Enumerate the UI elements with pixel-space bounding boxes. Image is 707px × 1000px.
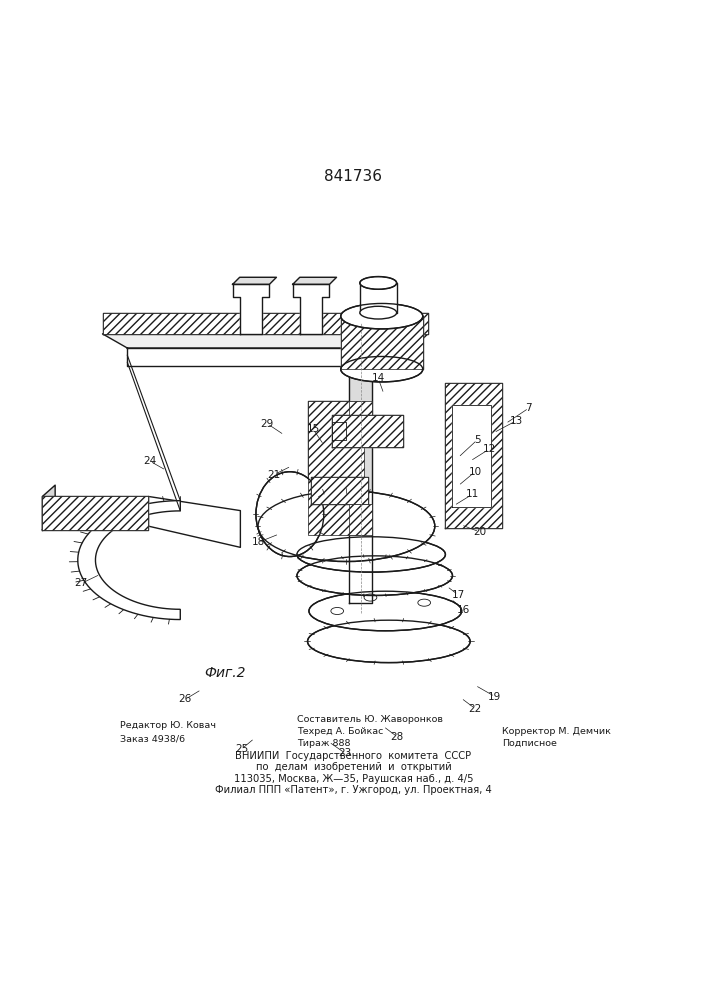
Polygon shape bbox=[103, 313, 428, 334]
Ellipse shape bbox=[297, 537, 445, 572]
Polygon shape bbox=[341, 316, 423, 369]
Polygon shape bbox=[360, 283, 397, 313]
Text: Подписное: Подписное bbox=[502, 739, 557, 748]
Polygon shape bbox=[311, 477, 368, 504]
Polygon shape bbox=[332, 415, 403, 447]
Polygon shape bbox=[42, 496, 148, 530]
Text: 14: 14 bbox=[372, 373, 385, 383]
Text: Заказ 4938/6: Заказ 4938/6 bbox=[120, 735, 185, 744]
Polygon shape bbox=[42, 496, 148, 530]
Polygon shape bbox=[445, 383, 502, 528]
Ellipse shape bbox=[309, 591, 462, 631]
Polygon shape bbox=[103, 313, 428, 334]
Text: 18: 18 bbox=[252, 537, 264, 547]
Polygon shape bbox=[452, 405, 491, 507]
Ellipse shape bbox=[360, 277, 397, 289]
Polygon shape bbox=[78, 501, 180, 620]
Polygon shape bbox=[349, 504, 372, 535]
Text: 7: 7 bbox=[525, 403, 532, 413]
Text: 10: 10 bbox=[469, 467, 481, 477]
Text: 17: 17 bbox=[452, 590, 464, 600]
Text: 27: 27 bbox=[75, 578, 88, 588]
Polygon shape bbox=[293, 284, 329, 334]
Text: Составитель Ю. Жаворонков: Составитель Ю. Жаворонков bbox=[297, 715, 443, 724]
Text: 12: 12 bbox=[483, 444, 496, 454]
Polygon shape bbox=[293, 277, 337, 284]
Polygon shape bbox=[349, 401, 372, 436]
Text: 26: 26 bbox=[179, 694, 192, 704]
Polygon shape bbox=[445, 383, 502, 528]
Ellipse shape bbox=[297, 556, 452, 595]
Text: 11: 11 bbox=[466, 489, 479, 499]
Text: 28: 28 bbox=[391, 732, 404, 742]
Text: 15: 15 bbox=[307, 424, 320, 434]
Ellipse shape bbox=[360, 306, 397, 319]
Ellipse shape bbox=[341, 356, 423, 382]
Text: 22: 22 bbox=[469, 704, 481, 714]
Ellipse shape bbox=[256, 472, 324, 557]
Ellipse shape bbox=[308, 620, 470, 663]
Ellipse shape bbox=[258, 491, 435, 562]
Polygon shape bbox=[332, 422, 346, 440]
Text: 29: 29 bbox=[261, 419, 274, 429]
Text: 16: 16 bbox=[457, 605, 469, 615]
Text: Тираж 888: Тираж 888 bbox=[297, 739, 351, 748]
Text: 24: 24 bbox=[144, 456, 156, 466]
Text: по  делам  изобретений  и  открытий: по делам изобретений и открытий bbox=[256, 762, 451, 772]
Text: 21: 21 bbox=[268, 470, 281, 480]
Text: 23: 23 bbox=[339, 748, 351, 758]
Text: 5: 5 bbox=[474, 435, 481, 445]
Text: 20: 20 bbox=[473, 527, 486, 537]
Polygon shape bbox=[127, 348, 414, 366]
Text: 19: 19 bbox=[489, 692, 501, 702]
Polygon shape bbox=[233, 284, 269, 334]
Text: 13: 13 bbox=[510, 416, 522, 426]
Text: Техред А. Бойкас: Техред А. Бойкас bbox=[297, 727, 383, 736]
Text: 25: 25 bbox=[235, 744, 248, 754]
Polygon shape bbox=[341, 316, 423, 369]
Text: Фиг.2: Фиг.2 bbox=[204, 666, 245, 680]
Text: Филиал ППП «Патент», г. Ужгород, ул. Проектная, 4: Филиал ППП «Патент», г. Ужгород, ул. Про… bbox=[215, 785, 492, 795]
Polygon shape bbox=[308, 401, 364, 535]
Text: 841736: 841736 bbox=[325, 169, 382, 184]
Text: Редактор Ю. Ковач: Редактор Ю. Ковач bbox=[120, 721, 216, 730]
Polygon shape bbox=[103, 334, 428, 348]
Text: Корректор М. Демчик: Корректор М. Демчик bbox=[502, 727, 611, 736]
Ellipse shape bbox=[341, 303, 423, 329]
Polygon shape bbox=[148, 496, 240, 547]
Polygon shape bbox=[349, 341, 372, 603]
Polygon shape bbox=[42, 485, 55, 530]
Polygon shape bbox=[311, 477, 368, 504]
Text: 113035, Москва, Ж—35, Раушская наб., д. 4/5: 113035, Москва, Ж—35, Раушская наб., д. … bbox=[234, 774, 473, 784]
Polygon shape bbox=[332, 415, 403, 447]
Polygon shape bbox=[308, 401, 364, 535]
Text: ВНИИПИ  Государственного  комитета  СССР: ВНИИПИ Государственного комитета СССР bbox=[235, 751, 472, 761]
Polygon shape bbox=[233, 277, 276, 284]
